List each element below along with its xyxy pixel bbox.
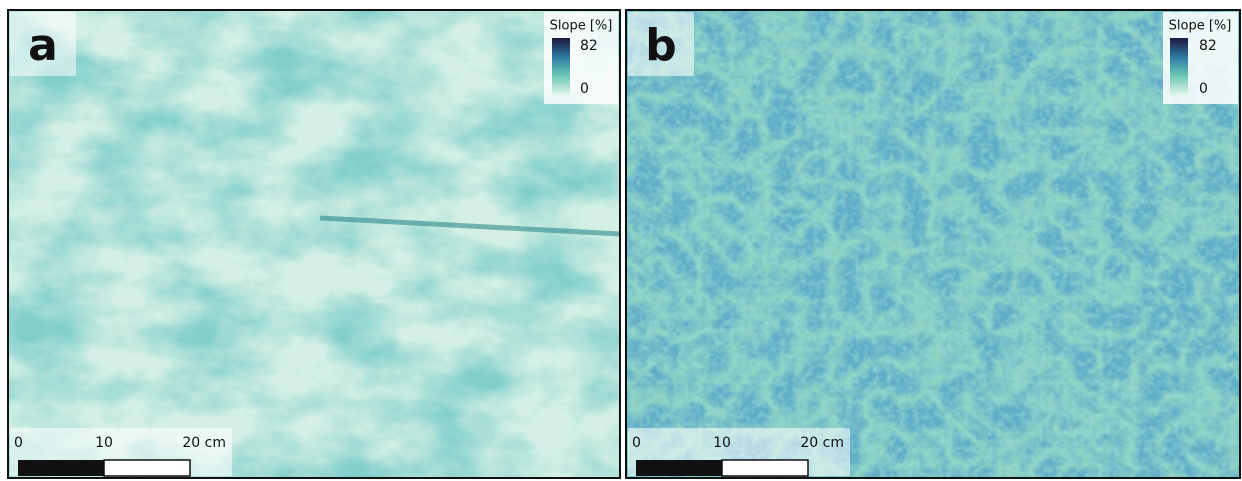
legend-title: Slope [%]: [550, 19, 613, 34]
map-texture: [8, 10, 620, 478]
scale-bar-black: [636, 460, 722, 476]
scale-label: 10: [95, 435, 113, 451]
scale-label: 10: [713, 435, 731, 451]
scale-label: 0: [14, 435, 23, 451]
legend-min: 0: [1199, 81, 1208, 97]
map-texture-fine: [626, 10, 1240, 478]
scale-label: 20 cm: [800, 435, 844, 451]
scale-label: 0: [632, 435, 641, 451]
legend-colorbar: [1170, 38, 1188, 96]
legend-title: Slope [%]: [1169, 19, 1232, 34]
scale-label: 20 cm: [182, 435, 226, 451]
panel-label: a: [28, 20, 58, 71]
legend-min: 0: [580, 81, 589, 97]
panel-a: a Slope [%] 82 0 0 10 20 cm: [8, 10, 620, 478]
scale-bar-white: [104, 460, 190, 476]
page: a Slope [%] 82 0 0 10 20 cm b Slope [%] …: [0, 0, 1242, 481]
scale-bar-black: [18, 460, 104, 476]
legend-max: 82: [1199, 38, 1217, 54]
panel-b: b Slope [%] 82 0 0 10 20 cm: [626, 10, 1240, 478]
scale-bar-white: [722, 460, 808, 476]
figure: a Slope [%] 82 0 0 10 20 cm b Slope [%] …: [0, 0, 1242, 481]
panel-label: b: [645, 20, 677, 71]
legend-colorbar: [552, 38, 570, 96]
legend-max: 82: [580, 38, 598, 54]
